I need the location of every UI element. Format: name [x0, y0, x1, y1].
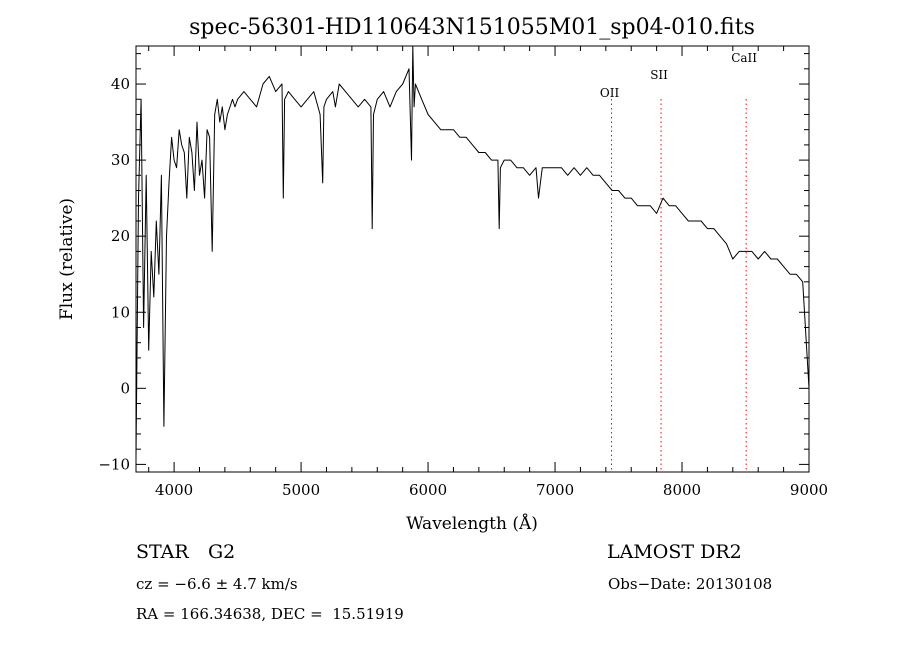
- redshift-text: cz = −6.6 ± 4.7 km/s: [136, 575, 298, 593]
- x-tick-label: 6000: [409, 481, 447, 499]
- obs-date-text: Obs−Date: 20130108: [608, 575, 773, 593]
- x-tick-label: 8000: [663, 481, 701, 499]
- class-label: STAR: [136, 541, 189, 563]
- subclass-label: G2: [208, 541, 236, 563]
- marker-label-caii: CaII: [731, 51, 757, 65]
- y-tick-label: 20: [111, 227, 130, 245]
- marker-label-sii: SII: [650, 68, 668, 82]
- x-tick-label: 5000: [282, 481, 320, 499]
- x-tick-label: 7000: [536, 481, 574, 499]
- marker-label-oii: OII: [600, 86, 620, 100]
- plot-frame: [135, 45, 810, 473]
- spectrum-series-line: [135, 45, 810, 457]
- y-tick-label: 30: [111, 151, 130, 169]
- x-axis-label: Wavelength (Å): [406, 513, 538, 534]
- coordinates-text: RA = 166.34638, DEC = 15.51919: [136, 605, 404, 623]
- chart-title: spec-56301-HD110643N151055M01_sp04-010.f…: [189, 15, 755, 40]
- x-tick-label: 9000: [790, 481, 828, 499]
- y-axis-label: Flux (relative): [57, 198, 77, 320]
- y-tick-label: 40: [111, 75, 130, 93]
- y-tick-label: 10: [111, 303, 130, 321]
- x-tick-label: 4000: [155, 481, 193, 499]
- y-tick-label: 0: [120, 379, 130, 397]
- survey-label: LAMOST DR2: [607, 541, 742, 563]
- y-tick-label: −10: [98, 455, 130, 473]
